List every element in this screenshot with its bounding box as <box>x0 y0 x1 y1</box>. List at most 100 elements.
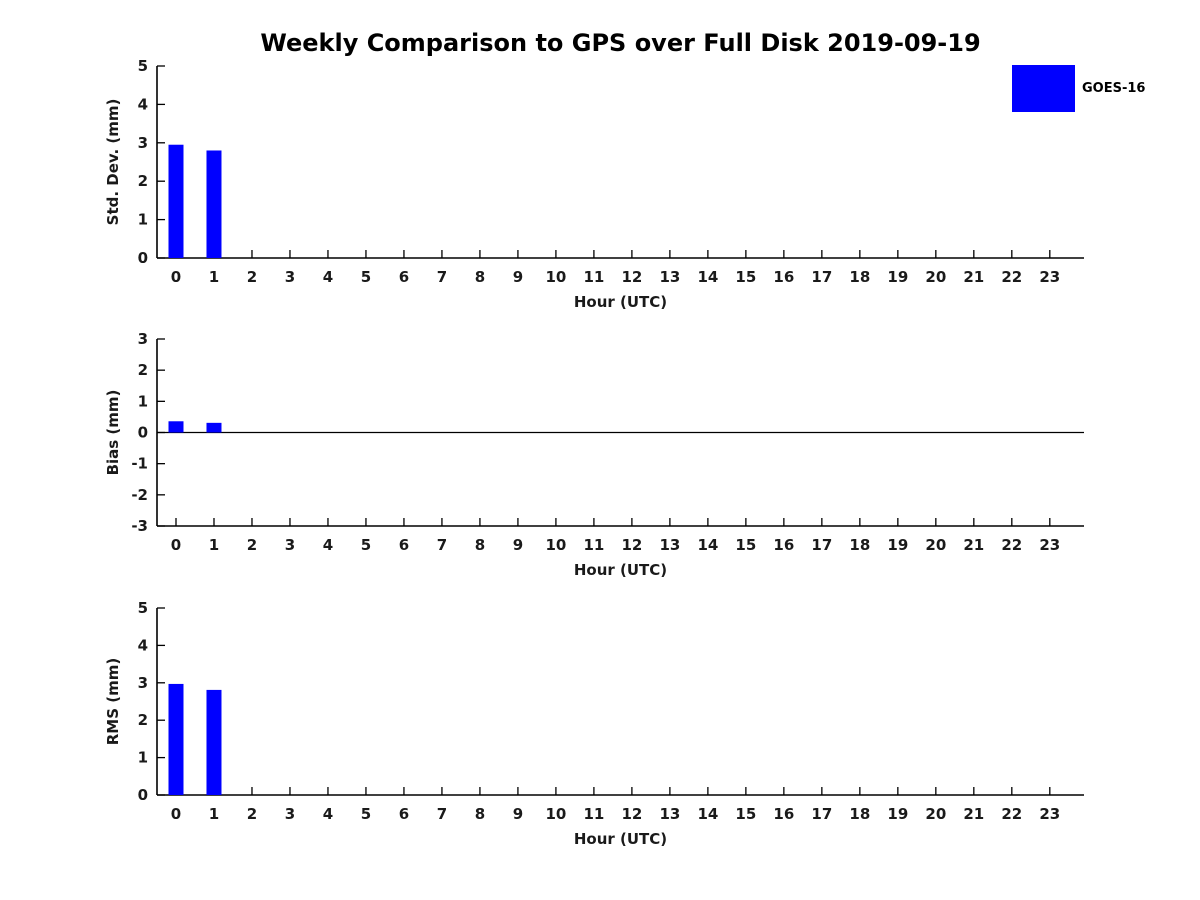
x-tick-label: 11 <box>583 536 604 554</box>
x-tick-label: 10 <box>545 805 566 823</box>
x-tick-label: 20 <box>925 268 946 286</box>
x-tick-label: 2 <box>247 805 257 823</box>
x-tick-label: 1 <box>209 805 219 823</box>
legend-swatch-goes16 <box>1012 65 1075 112</box>
legend: GOES-16 <box>1012 65 1145 112</box>
bar-goes-16-hour-1 <box>206 422 222 433</box>
x-tick-label: 3 <box>285 268 295 286</box>
x-tick-label: 16 <box>773 805 794 823</box>
x-tick-label: 11 <box>583 268 604 286</box>
x-tick-label: 9 <box>513 536 523 554</box>
bar-goes-16-hour-1 <box>206 150 222 258</box>
x-tick-label: 5 <box>361 536 371 554</box>
x-tick-label: 5 <box>361 268 371 286</box>
y-axis-label: Bias (mm) <box>104 390 122 476</box>
x-tick-label: 9 <box>513 805 523 823</box>
x-tick-label: 12 <box>621 536 642 554</box>
x-tick-label: 6 <box>399 536 409 554</box>
x-tick-label: 17 <box>811 805 832 823</box>
x-tick-label: 4 <box>323 805 333 823</box>
legend-label: GOES-16 <box>1082 81 1146 96</box>
x-tick-label: 19 <box>887 805 908 823</box>
x-tick-label: 13 <box>659 536 680 554</box>
x-tick-label: 3 <box>285 536 295 554</box>
y-tick-label: 2 <box>138 711 148 729</box>
y-axis-label: Std. Dev. (mm) <box>104 99 122 226</box>
x-tick-label: 11 <box>583 805 604 823</box>
bar-goes-16-hour-1 <box>206 689 222 795</box>
x-tick-label: 14 <box>697 536 718 554</box>
x-tick-label: 21 <box>963 536 984 554</box>
y-tick-label: 0 <box>138 786 148 804</box>
y-tick-label: 4 <box>138 636 148 654</box>
x-tick-label: 14 <box>697 805 718 823</box>
y-tick-label: -3 <box>131 517 148 535</box>
x-tick-label: 23 <box>1039 268 1060 286</box>
x-tick-label: 19 <box>887 268 908 286</box>
x-tick-label: 15 <box>735 805 756 823</box>
x-tick-label: 22 <box>1001 536 1022 554</box>
x-tick-label: 21 <box>963 805 984 823</box>
x-tick-label: 8 <box>475 268 485 286</box>
x-tick-label: 22 <box>1001 268 1022 286</box>
x-tick-label: 0 <box>171 536 181 554</box>
x-tick-label: 21 <box>963 268 984 286</box>
x-tick-label: 9 <box>513 268 523 286</box>
x-tick-label: 7 <box>437 805 447 823</box>
x-tick-label: 7 <box>437 268 447 286</box>
x-tick-label: 13 <box>659 805 680 823</box>
x-axis-label: Hour (UTC) <box>574 293 667 311</box>
x-tick-label: 2 <box>247 268 257 286</box>
y-tick-label: 1 <box>138 392 148 410</box>
x-tick-label: 19 <box>887 536 908 554</box>
x-tick-label: 6 <box>399 805 409 823</box>
x-tick-label: 18 <box>849 268 870 286</box>
bar-goes-16-hour-0 <box>168 421 184 433</box>
x-tick-label: 15 <box>735 268 756 286</box>
y-tick-label: 3 <box>138 134 148 152</box>
x-tick-label: 16 <box>773 536 794 554</box>
x-tick-label: 10 <box>545 536 566 554</box>
x-tick-label: 1 <box>209 268 219 286</box>
x-tick-label: 20 <box>925 805 946 823</box>
x-tick-label: 13 <box>659 268 680 286</box>
x-tick-label: 2 <box>247 536 257 554</box>
x-tick-label: 8 <box>475 805 485 823</box>
y-tick-label: 5 <box>138 57 148 75</box>
x-tick-label: 18 <box>849 536 870 554</box>
chart-title: Weekly Comparison to GPS over Full Disk … <box>260 29 981 57</box>
x-tick-label: 20 <box>925 536 946 554</box>
y-tick-label: 2 <box>138 172 148 190</box>
y-tick-label: 1 <box>138 749 148 767</box>
x-tick-label: 4 <box>323 268 333 286</box>
x-tick-label: 12 <box>621 805 642 823</box>
x-tick-label: 10 <box>545 268 566 286</box>
y-tick-label: 3 <box>138 674 148 692</box>
y-axis-label: RMS (mm) <box>104 658 122 745</box>
y-tick-label: 5 <box>138 599 148 617</box>
x-axis-label: Hour (UTC) <box>574 561 667 579</box>
x-tick-label: 23 <box>1039 536 1060 554</box>
x-tick-label: 1 <box>209 536 219 554</box>
x-tick-label: 18 <box>849 805 870 823</box>
x-tick-label: 7 <box>437 536 447 554</box>
x-tick-label: 15 <box>735 536 756 554</box>
x-tick-label: 23 <box>1039 805 1060 823</box>
x-tick-label: 14 <box>697 268 718 286</box>
x-tick-label: 17 <box>811 536 832 554</box>
x-axis-label: Hour (UTC) <box>574 830 667 848</box>
x-tick-label: 16 <box>773 268 794 286</box>
x-tick-label: 5 <box>361 805 371 823</box>
x-tick-label: 0 <box>171 805 181 823</box>
x-tick-label: 0 <box>171 268 181 286</box>
y-tick-label: 4 <box>138 95 148 113</box>
x-tick-label: 12 <box>621 268 642 286</box>
x-tick-label: 6 <box>399 268 409 286</box>
x-tick-label: 8 <box>475 536 485 554</box>
y-tick-label: 3 <box>138 330 148 348</box>
y-tick-label: 2 <box>138 361 148 379</box>
y-tick-label: -2 <box>131 486 148 504</box>
x-tick-label: 22 <box>1001 805 1022 823</box>
